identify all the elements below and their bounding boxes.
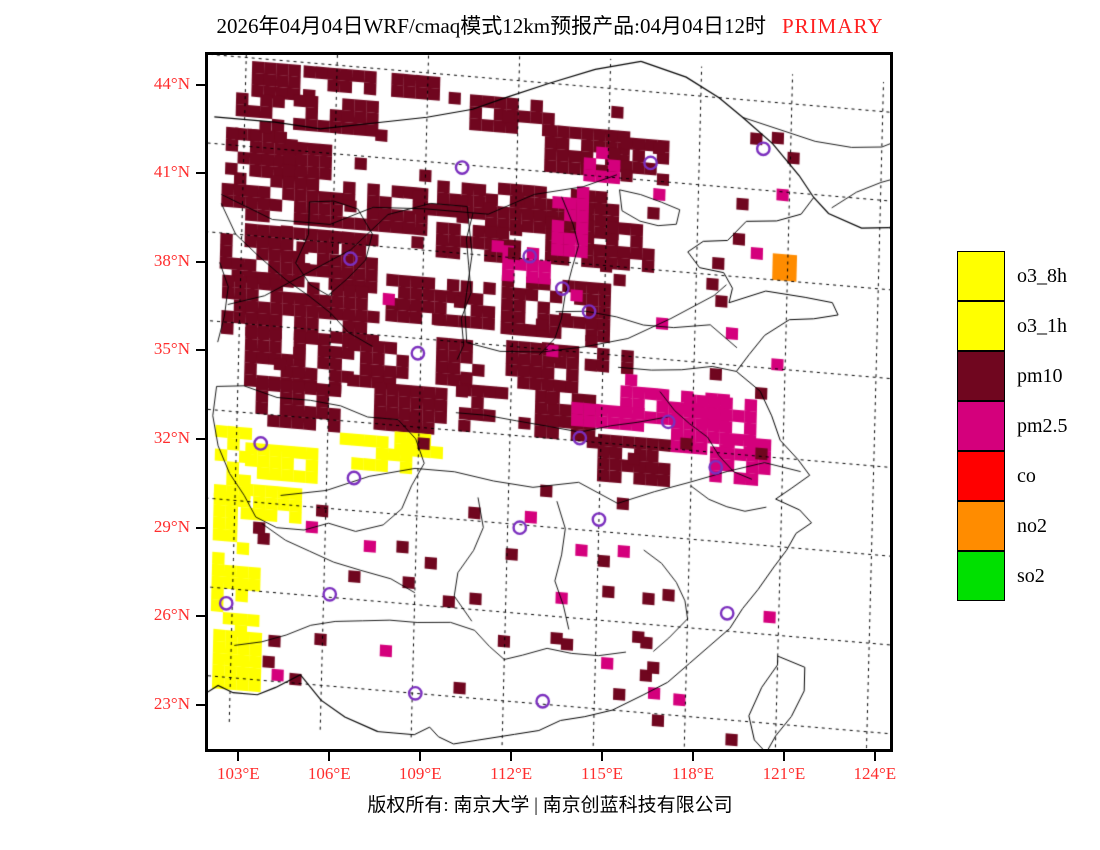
legend-label-no2: no2 — [1017, 514, 1047, 537]
legend-swatch-no2 — [957, 501, 1005, 551]
map-frame[interactable] — [205, 52, 893, 752]
x-axis-tick — [873, 752, 876, 761]
x-axis-label: 121°E — [762, 764, 806, 783]
x-axis-tick — [419, 752, 422, 761]
map-canvas[interactable] — [208, 55, 890, 749]
legend-swatch-o3-1h — [957, 301, 1005, 351]
x-axis-tick — [691, 752, 694, 761]
x-axis-label: 109°E — [398, 764, 442, 783]
x-axis-tick — [510, 752, 513, 761]
legend-item-o3-8h[interactable]: o3_8h — [957, 251, 1068, 301]
y-axis-label: 44°N — [153, 73, 190, 93]
x-axis-tick — [237, 752, 240, 761]
legend-label-so2: so2 — [1017, 564, 1045, 587]
y-axis-label: 35°N — [153, 339, 190, 359]
copyright-footer: 版权所有: 南京大学 | 南京创蓝科技有限公司 — [367, 795, 733, 816]
legend-swatch-pm2-5 — [957, 401, 1005, 451]
y-axis-label: 41°N — [153, 162, 190, 182]
legend: o3_8h o3_1h pm10 pm2.5 co no2 so2 — [957, 251, 1068, 601]
x-axis-tick — [601, 752, 604, 761]
x-axis-label: 115°E — [581, 764, 624, 783]
y-axis-tick — [196, 615, 205, 618]
legend-item-so2[interactable]: so2 — [957, 551, 1068, 601]
legend-label-pm10: pm10 — [1017, 364, 1063, 387]
y-axis-tick — [196, 349, 205, 352]
y-axis-tick — [196, 172, 205, 175]
legend-item-pm2-5[interactable]: pm2.5 — [957, 401, 1068, 451]
y-axis-tick — [196, 260, 205, 263]
y-axis-tick — [196, 83, 205, 86]
page-title: 2026年04月04日WRF/cmaq模式12km预报产品:04月04日12时 P… — [0, 10, 1100, 40]
legend-item-co[interactable]: co — [957, 451, 1068, 501]
legend-swatch-o3-8h — [957, 251, 1005, 301]
x-axis-tick — [328, 752, 331, 761]
legend-swatch-co — [957, 451, 1005, 501]
y-axis-label: 26°N — [153, 605, 190, 625]
y-axis-label: 23°N — [153, 693, 190, 713]
y-axis-label: 32°N — [153, 427, 190, 447]
legend-label-o3-1h: o3_1h — [1017, 314, 1067, 337]
y-axis-tick — [196, 437, 205, 440]
y-axis-tick — [196, 703, 205, 706]
legend-item-o3-1h[interactable]: o3_1h — [957, 301, 1068, 351]
title-text: 2026年04月04日WRF/cmaq模式12km预报产品:04月04日12时 — [216, 14, 766, 38]
y-axis-label: 29°N — [153, 516, 190, 536]
legend-swatch-pm10 — [957, 351, 1005, 401]
y-axis-label: 38°N — [153, 250, 190, 270]
x-axis-label: 124°E — [853, 764, 897, 783]
y-axis-tick — [196, 526, 205, 529]
x-axis-label: 118°E — [671, 764, 714, 783]
x-axis-tick — [782, 752, 785, 761]
primary-flag-label: PRIMARY — [781, 14, 884, 38]
legend-label-co: co — [1017, 464, 1036, 487]
legend-swatch-so2 — [957, 551, 1005, 601]
x-axis-label: 112°E — [490, 764, 533, 783]
legend-item-pm10[interactable]: pm10 — [957, 351, 1068, 401]
legend-label-pm2-5: pm2.5 — [1017, 414, 1068, 437]
x-axis-label: 106°E — [307, 764, 351, 783]
legend-item-no2[interactable]: no2 — [957, 501, 1068, 551]
legend-label-o3-8h: o3_8h — [1017, 264, 1067, 287]
x-axis-label: 103°E — [216, 764, 260, 783]
